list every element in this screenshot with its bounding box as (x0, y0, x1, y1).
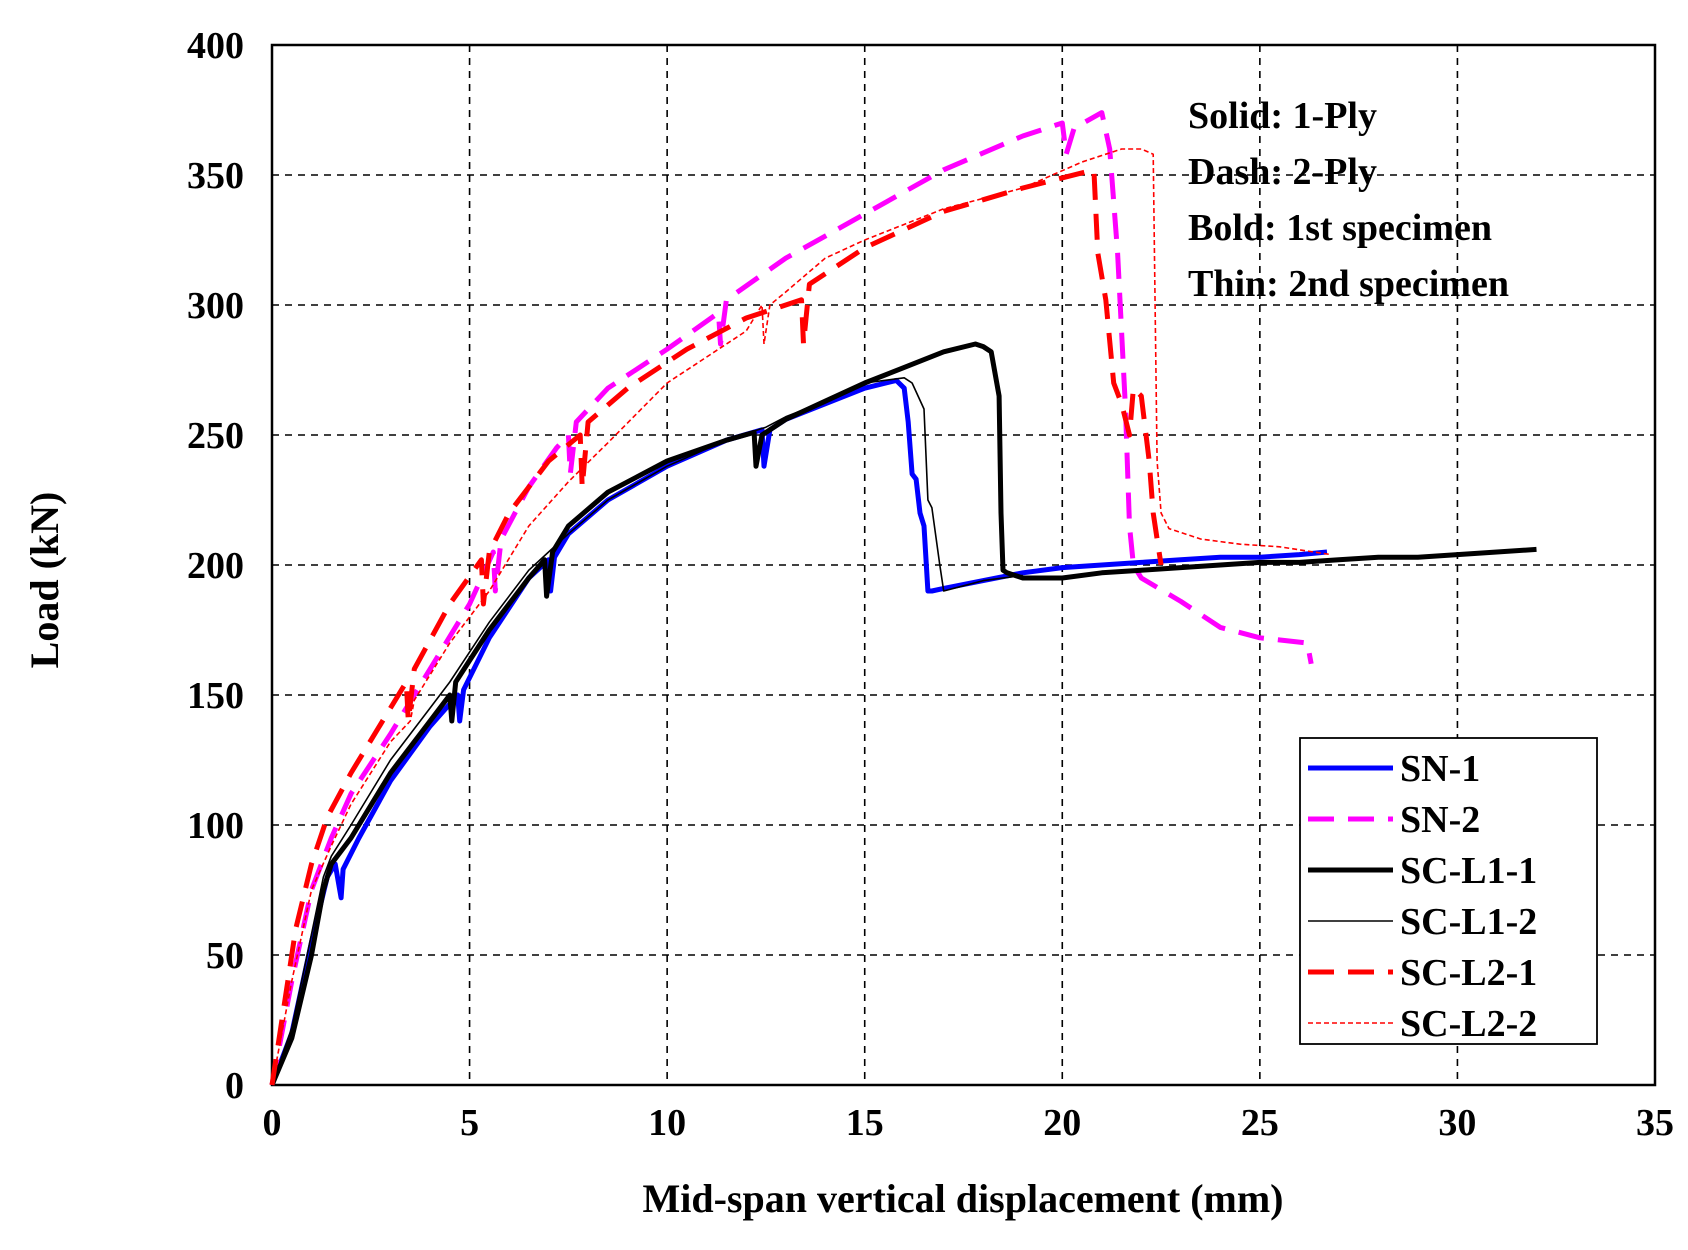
y-axis-title: Load (kN) (22, 492, 67, 669)
grid-lines (272, 45, 1655, 1085)
legend-label-sc-l2-2: SC-L2-2 (1400, 1003, 1537, 1045)
legend-box (1299, 737, 1598, 1045)
series-line-sc-l2-2 (271, 148, 1332, 1086)
legend-label-sn-2: SN-2 (1400, 799, 1480, 841)
series-line-sc-l1-2 (271, 376, 1023, 1086)
y-tick-label: 400 (187, 25, 244, 67)
y-tick-label: 350 (187, 155, 244, 197)
x-tick-label: 20 (1043, 1102, 1081, 1144)
legend-label-sn-1: SN-1 (1400, 748, 1480, 790)
series-line-sn-2 (269, 110, 1314, 1086)
y-tick-label: 250 (187, 415, 244, 457)
x-tick-label: 15 (846, 1102, 884, 1144)
note-line-dash: Dash: 2-Ply (1188, 151, 1377, 193)
legend-label-sc-l1-1: SC-L1-1 (1400, 850, 1537, 892)
x-tick-label: 0 (263, 1102, 282, 1144)
x-tick-label: 30 (1438, 1102, 1476, 1144)
series-line-sc-l2-1 (269, 167, 1164, 1086)
legend: SN-1 SN-2 SC-L1-1 SC-L1-2 SC-L2-1 SC-L2-2 (1299, 737, 1598, 1045)
y-tick-label: 300 (187, 285, 244, 327)
legend-label-sc-l2-1: SC-L2-1 (1400, 952, 1537, 994)
x-axis-title: Mid-span vertical displacement (mm) (642, 1176, 1283, 1221)
y-tick-label: 50 (206, 935, 244, 977)
y-tick-label: 150 (187, 675, 244, 717)
note-line-bold: Bold: 1st specimen (1188, 207, 1492, 249)
note-line-thin: Thin: 2nd specimen (1188, 263, 1509, 305)
note-line-solid: Solid: 1-Ply (1188, 95, 1377, 137)
x-tick-label: 25 (1241, 1102, 1279, 1144)
annotation-note: Solid: 1-Ply Dash: 2-Ply Bold: 1st speci… (1188, 95, 1509, 305)
plot-area-frame (270, 43, 1657, 1087)
series-line-sn-1 (269, 377, 1328, 1086)
x-tick-label: 10 (648, 1102, 686, 1144)
y-tick-label: 0 (225, 1065, 244, 1107)
legend-label-sc-l1-2: SC-L1-2 (1400, 901, 1537, 943)
data-series (269, 110, 1537, 1086)
y-tick-label: 200 (187, 545, 244, 587)
x-tick-label: 35 (1636, 1102, 1674, 1144)
x-tick-label: 5 (460, 1102, 479, 1144)
y-tick-label: 100 (187, 805, 244, 847)
